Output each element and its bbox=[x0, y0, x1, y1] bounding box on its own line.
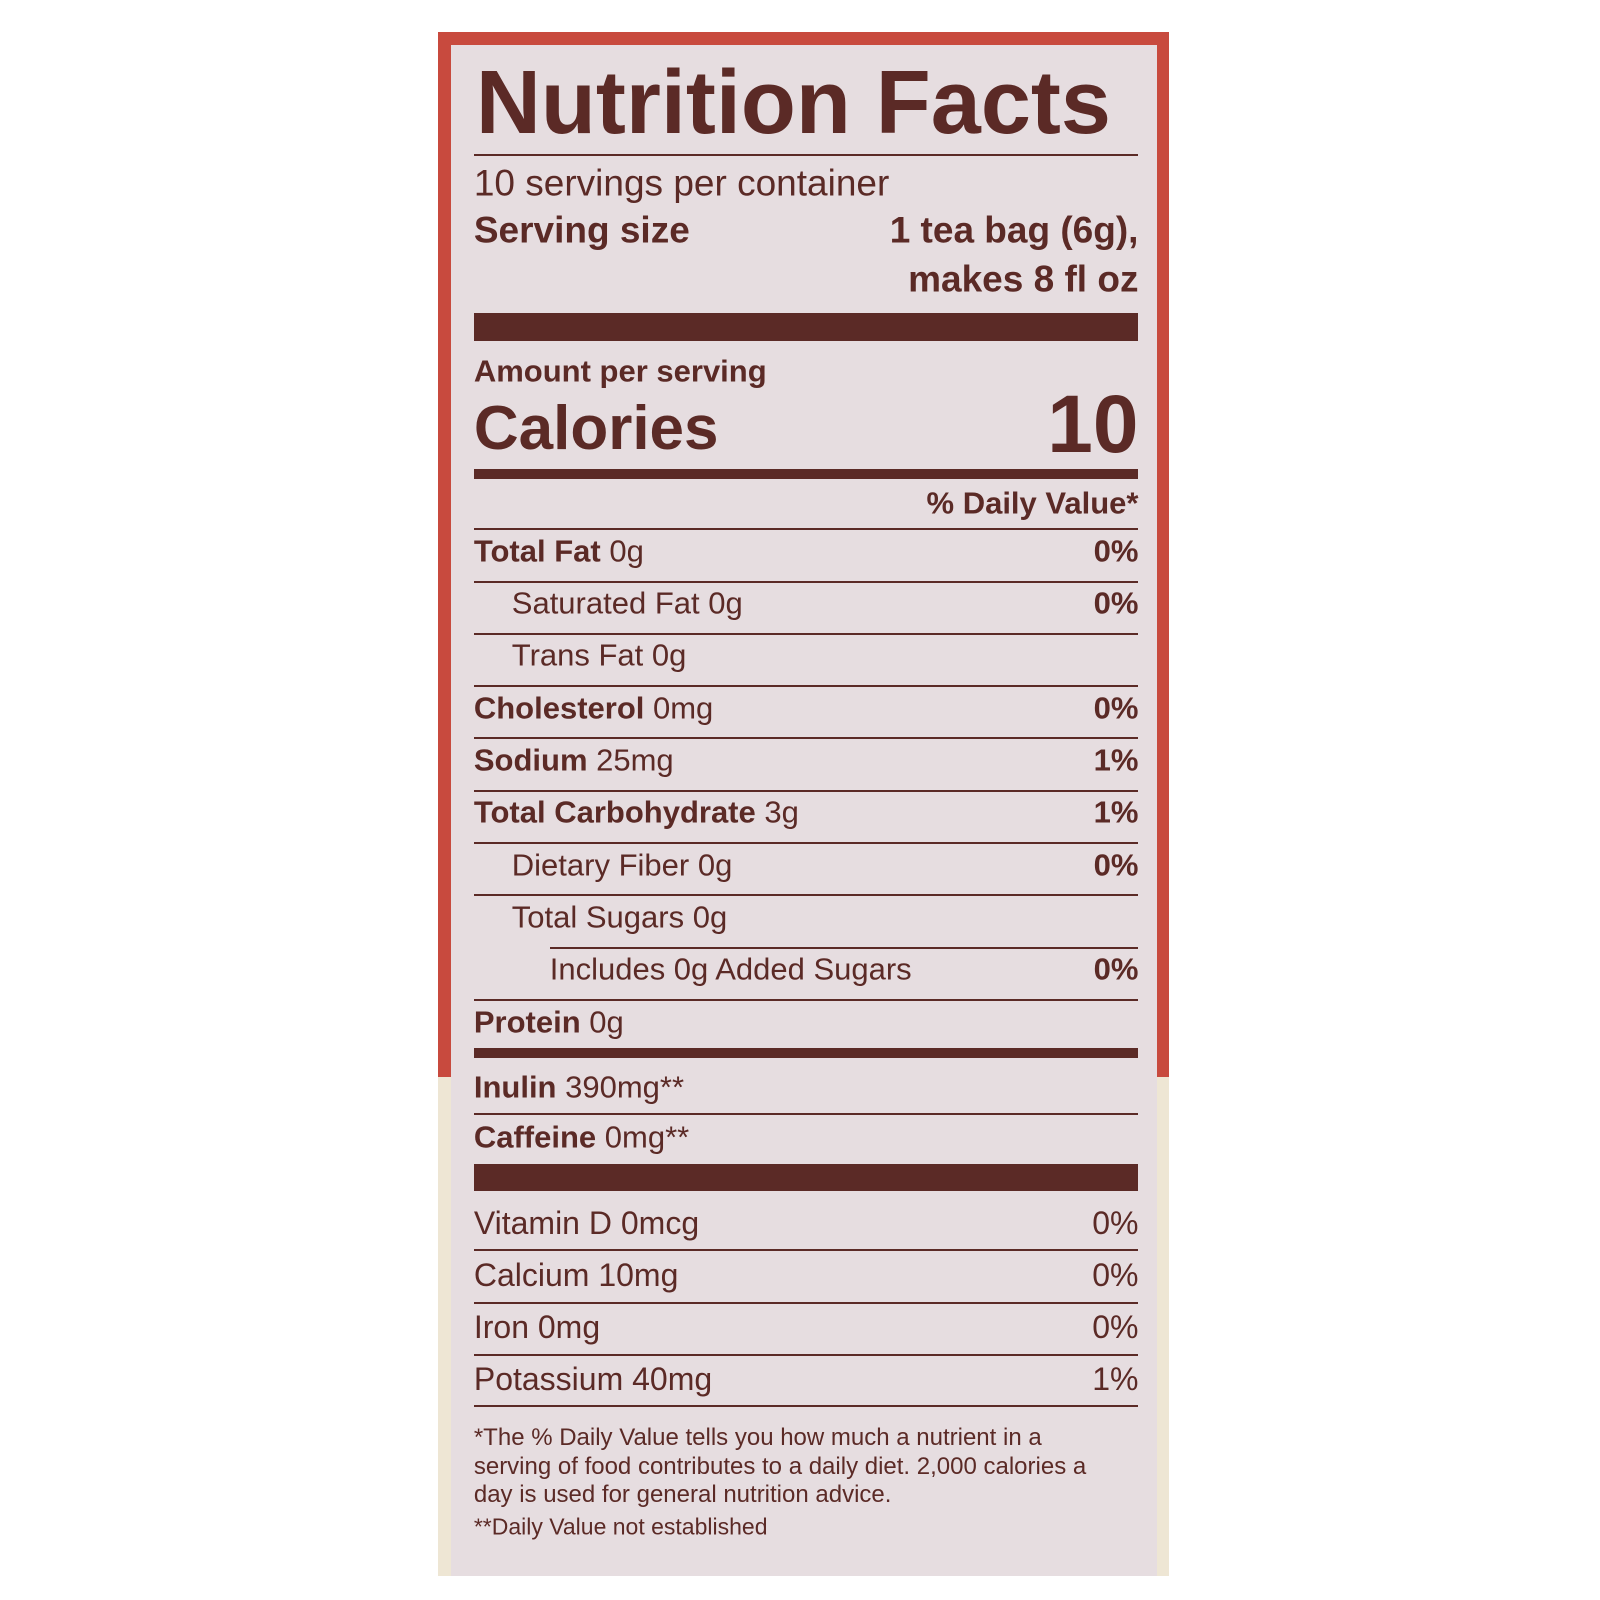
nutrient-dv: 0% bbox=[1093, 951, 1139, 987]
daily-value-header: % Daily Value* bbox=[926, 485, 1139, 521]
vitamin-dv: 1% bbox=[1092, 1361, 1139, 1398]
calories-label: Calories bbox=[473, 393, 719, 463]
nutrient-name: Total Sugars 0g bbox=[511, 899, 728, 935]
serving-size-value: 1 tea bag (6g), bbox=[889, 209, 1139, 251]
rule bbox=[473, 632, 1139, 635]
nutrient-amount: 0mg bbox=[644, 690, 714, 726]
nutrient-name: Dietary Fiber 0g bbox=[511, 847, 733, 883]
label-panel bbox=[451, 45, 1157, 1576]
nutrient-dv: 1% bbox=[1093, 742, 1139, 778]
footnote-line: day is used for general nutrition advice… bbox=[473, 1481, 892, 1509]
vitamin-text: Iron 0mg bbox=[473, 1309, 601, 1346]
vitamin-dv: 0% bbox=[1092, 1204, 1139, 1241]
rule bbox=[473, 1353, 1139, 1356]
rule bbox=[473, 842, 1139, 845]
rule bbox=[473, 153, 1139, 156]
rule bbox=[473, 1301, 1139, 1304]
servings: 10 servings per container bbox=[473, 162, 890, 204]
rule bbox=[473, 894, 1139, 897]
nutrient-name: Includes 0g Added Sugars bbox=[549, 951, 912, 987]
extra-amount: 0mg** bbox=[596, 1119, 690, 1155]
nutrient-name: Cholesterol 0mg bbox=[473, 690, 714, 726]
nutrient-amount: 25mg bbox=[587, 742, 674, 778]
nutrient-name: Saturated Fat 0g bbox=[511, 585, 743, 621]
nutrient-amount: 0g bbox=[600, 533, 644, 569]
serving-size-label: Serving size bbox=[473, 209, 690, 251]
nutrient-dv: 1% bbox=[1093, 794, 1139, 830]
nutrient-name: Trans Fat 0g bbox=[511, 637, 687, 673]
extra-amount: 390mg** bbox=[556, 1069, 685, 1105]
rule bbox=[473, 998, 1139, 1001]
rule bbox=[549, 946, 1139, 949]
nutrient-name: Sodium 25mg bbox=[473, 742, 674, 778]
nutrient-dv: 0% bbox=[1093, 533, 1139, 569]
rule bbox=[473, 1048, 1139, 1059]
nutrient-name: Total Fat 0g bbox=[473, 533, 644, 569]
footnote-line: serving of food contributes to a daily d… bbox=[473, 1452, 1087, 1480]
nutrient-amount: 0g bbox=[643, 637, 687, 673]
nutrient-name: Total Carbohydrate 3g bbox=[473, 794, 799, 830]
title: Nutrition Facts bbox=[475, 52, 1111, 153]
nutrient-amount: 0g bbox=[689, 847, 733, 883]
serving-size-value: makes 8 fl oz bbox=[908, 258, 1139, 300]
vitamin-text: Calcium 10mg bbox=[473, 1256, 679, 1293]
rule bbox=[473, 468, 1139, 479]
nutrient-name: Protein 0g bbox=[473, 1004, 624, 1040]
amount-per-serving: Amount per serving bbox=[473, 353, 767, 389]
extra-name: Caffeine 0mg** bbox=[473, 1119, 690, 1155]
footnote-line: **Daily Value not established bbox=[473, 1513, 768, 1540]
calories-value: 10 bbox=[1047, 378, 1139, 470]
vitamin-dv: 0% bbox=[1092, 1309, 1139, 1346]
rule bbox=[473, 685, 1139, 688]
rule bbox=[473, 1164, 1139, 1192]
nutrient-amount: 0g bbox=[684, 899, 728, 935]
nutrient-amount: 0g bbox=[580, 1004, 624, 1040]
nutrient-dv: 0% bbox=[1093, 847, 1139, 883]
vitamin-text: Potassium 40mg bbox=[473, 1361, 713, 1398]
rule bbox=[473, 580, 1139, 583]
vitamin-text: Vitamin D 0mcg bbox=[473, 1204, 700, 1241]
rule bbox=[473, 1249, 1139, 1252]
rule bbox=[473, 1112, 1139, 1115]
nutrient-amount: 3g bbox=[755, 794, 799, 830]
rule bbox=[473, 528, 1139, 531]
nutrient-amount: 0g bbox=[699, 585, 743, 621]
rule bbox=[473, 312, 1139, 341]
nutrient-dv: 0% bbox=[1093, 585, 1139, 621]
nutrient-dv: 0% bbox=[1093, 690, 1139, 726]
rule bbox=[473, 1405, 1139, 1408]
rule bbox=[473, 789, 1139, 792]
vitamin-dv: 0% bbox=[1092, 1256, 1139, 1293]
extra-name: Inulin 390mg** bbox=[473, 1069, 685, 1105]
rule bbox=[473, 737, 1139, 740]
footnote-line: *The % Daily Value tells you how much a … bbox=[473, 1423, 1042, 1451]
